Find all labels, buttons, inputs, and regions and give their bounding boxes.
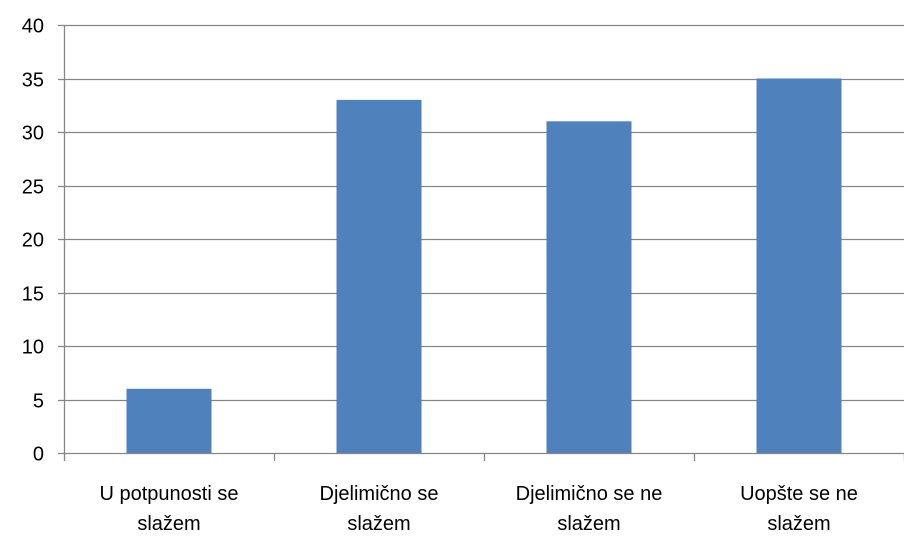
y-tick-label: 35 bbox=[22, 70, 44, 92]
y-tick-label: 20 bbox=[22, 230, 44, 252]
x-category-label: Uopšte se ne slažem bbox=[740, 483, 858, 535]
bar bbox=[756, 78, 842, 453]
y-tick-label: 25 bbox=[22, 177, 44, 199]
y-tick-label: 30 bbox=[22, 123, 44, 145]
y-tick-label: 40 bbox=[22, 16, 44, 38]
gridlines bbox=[64, 24, 904, 402]
y-tick-label: 10 bbox=[22, 337, 44, 359]
y-tick-labels: 0 5 10 15 20 25 30 35 40 bbox=[22, 16, 44, 466]
x-category-label: U potpunosti se slažem bbox=[100, 483, 239, 535]
bar bbox=[336, 99, 422, 454]
y-tick-label: 0 bbox=[33, 444, 44, 466]
x-category-labels: U potpunosti se slažem Djelimično se slažem… bbox=[100, 483, 858, 535]
x-category-label: Djelimično se ne slažem bbox=[516, 483, 663, 535]
bar bbox=[126, 388, 212, 453]
bars bbox=[126, 78, 842, 454]
y-tick-label: 5 bbox=[33, 391, 44, 413]
bar bbox=[546, 121, 632, 454]
x-category-label: Djelimično se slažem bbox=[320, 483, 439, 535]
y-tick-label: 15 bbox=[22, 284, 44, 306]
axes bbox=[58, 24, 904, 461]
